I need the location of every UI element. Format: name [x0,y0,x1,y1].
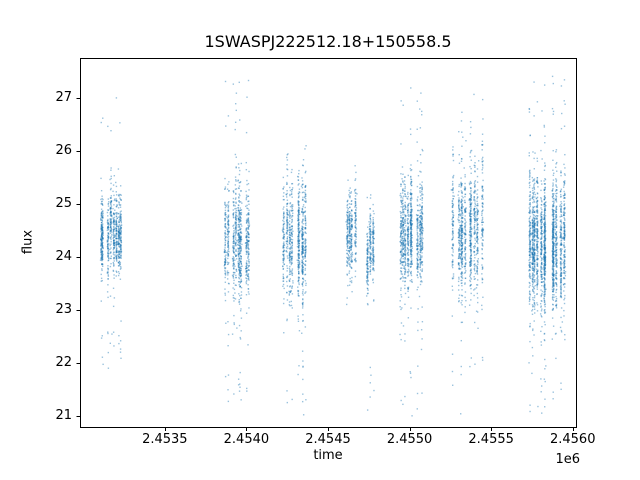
x-axis-offset-label: 1e6 [555,452,580,467]
x-tick-label: 2.4535 [142,432,188,447]
x-tick-label: 2.4550 [386,432,433,447]
x-tick-label: 2.4555 [468,432,514,447]
x-axis-label: time [313,448,343,463]
chart-title: 1SWASPJ222512.18+150558.5 [204,32,452,51]
y-tick-label: 21 [55,408,72,424]
y-tick-label: 27 [55,89,72,105]
x-tick-label: 2.4545 [305,432,351,447]
y-tick-label: 25 [55,196,72,211]
y-tick-label: 22 [55,355,72,371]
x-tick-label: 2.4540 [223,432,270,447]
y-tick-label: 26 [55,142,72,158]
y-tick-label: 23 [55,302,72,318]
y-tick-label: 24 [55,249,72,265]
x-tick-label: 2.4560 [549,432,596,447]
